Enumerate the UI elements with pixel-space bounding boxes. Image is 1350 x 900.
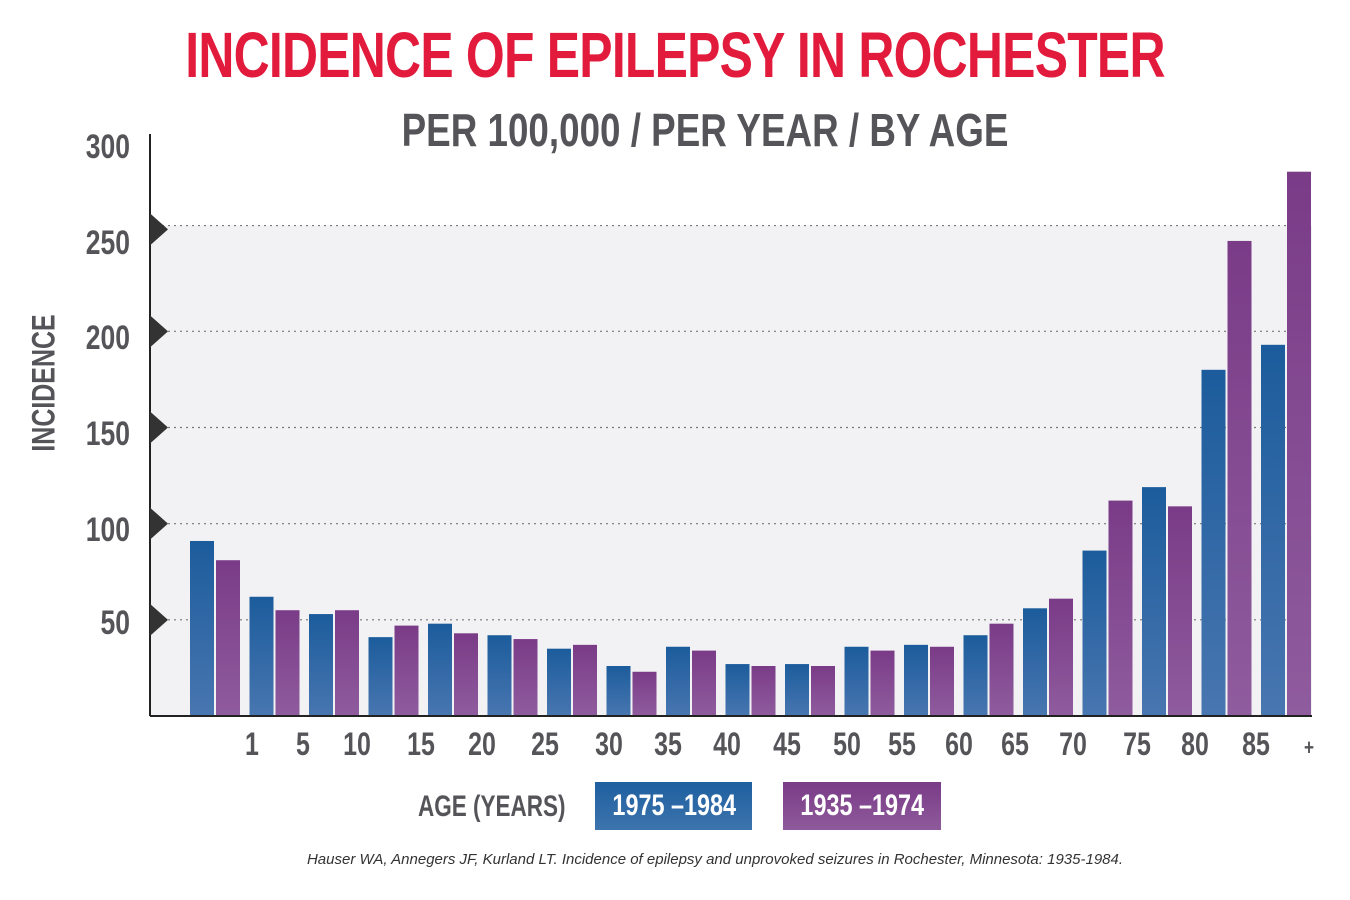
bar-series2-group1 xyxy=(216,560,240,716)
axes xyxy=(149,134,1312,717)
y-tick-label: 250 xyxy=(86,224,130,262)
x-tick-labels: 1 5 10 15 20 25 30 35 40 45 50 55 60 65 70 75 80 85 + xyxy=(245,727,1314,763)
bar-series1-group16 xyxy=(1082,550,1107,716)
bar-series2-group16 xyxy=(1108,500,1133,716)
y-tick-marker-icon xyxy=(150,213,168,246)
bar-series1-group5 xyxy=(428,623,452,716)
bars xyxy=(190,171,1311,717)
y-tick-label: 150 xyxy=(86,415,130,453)
x-tick-label: 70 xyxy=(1059,727,1087,763)
x-tick-label: 5 xyxy=(296,727,310,763)
x-tick-label: 40 xyxy=(713,727,741,763)
y-tick-marker-icon xyxy=(150,507,168,540)
bar-series1-group10 xyxy=(725,664,750,716)
x-tick-label: 15 xyxy=(407,727,435,763)
bar-series1-group11 xyxy=(785,664,809,716)
bar-series1-group18 xyxy=(1201,369,1226,716)
bar-series1-group6 xyxy=(487,635,512,716)
y-tick-label: 200 xyxy=(86,319,130,357)
x-tick-label: 20 xyxy=(468,727,496,763)
x-tick-label: 30 xyxy=(595,727,623,763)
bar-series1-group12 xyxy=(844,646,869,716)
x-tick-label: 1 xyxy=(245,727,259,763)
legend: AGE (YEARS) 1975 –1984 1935 –1974 xyxy=(0,782,1350,832)
x-tick-label: + xyxy=(1304,736,1314,761)
x-tick-label: 80 xyxy=(1181,727,1209,763)
legend-series-1-label: 1975 –1984 xyxy=(612,789,737,822)
bar-series2-group17 xyxy=(1168,506,1192,716)
x-tick-label: 50 xyxy=(833,727,861,763)
x-tick-label: 60 xyxy=(945,727,973,763)
bar-series1-group3 xyxy=(309,614,333,716)
y-tick-marker-icon xyxy=(150,315,168,348)
y-tick-label: 50 xyxy=(100,604,130,642)
y-tick-labels: 50 100 150 200 250 300 xyxy=(86,128,130,642)
bar-series2-group11 xyxy=(811,665,835,716)
x-tick-label: 65 xyxy=(1001,727,1029,763)
bar-series1-group7 xyxy=(547,648,571,716)
legend-series-1935-1974: 1935 –1974 xyxy=(783,782,941,830)
bar-series2-group14 xyxy=(989,623,1014,716)
legend-series-1975-1984: 1975 –1984 xyxy=(595,782,752,830)
bar-series1-group8 xyxy=(606,665,631,716)
bar-series1-group19 xyxy=(1261,344,1285,716)
bar-series2-group10 xyxy=(751,665,776,716)
x-tick-label: 45 xyxy=(773,727,801,763)
bar-series2-group2 xyxy=(275,610,300,716)
bar-series2-group9 xyxy=(692,650,716,716)
bar-series1-group9 xyxy=(666,646,690,716)
legend-series-2-label: 1935 –1974 xyxy=(800,789,925,822)
y-tick-marker-icon xyxy=(150,411,168,444)
bar-series1-group15 xyxy=(1023,608,1047,716)
bar-series2-group19 xyxy=(1287,171,1311,717)
x-tick-label: 25 xyxy=(531,727,559,763)
bar-series1-group13 xyxy=(904,644,928,716)
bar-series1-group17 xyxy=(1142,487,1166,716)
bar-series1-group1 xyxy=(190,540,214,716)
bar-series2-group6 xyxy=(513,639,538,716)
bar-series2-group13 xyxy=(930,646,954,716)
x-tick-label: 35 xyxy=(654,727,682,763)
x-tick-label: 85 xyxy=(1242,727,1270,763)
x-tick-label: 75 xyxy=(1123,727,1151,763)
bar-series1-group4 xyxy=(368,637,393,716)
x-tick-label: 10 xyxy=(343,727,371,763)
bar-series2-group8 xyxy=(632,671,657,716)
bar-series2-group18 xyxy=(1227,240,1252,717)
x-tick-label: 55 xyxy=(888,727,916,763)
bar-series2-group5 xyxy=(454,633,478,716)
y-tick-marker-icon xyxy=(150,603,168,636)
citation: Hauser WA, Annegers JF, Kurland LT. Inci… xyxy=(306,851,1124,868)
bar-series2-group4 xyxy=(394,625,419,716)
chart-title: INCIDENCE OF EPILEPSY IN ROCHESTER xyxy=(185,19,1165,91)
bar-series2-group3 xyxy=(335,610,359,716)
y-tick-label: 100 xyxy=(86,511,130,549)
bar-series2-group15 xyxy=(1049,598,1073,716)
chart-subtitle: PER 100,000 / PER YEAR / BY AGE xyxy=(401,104,1009,156)
x-axis-label: AGE (YEARS) xyxy=(418,790,566,823)
y-tick-label: 300 xyxy=(86,128,130,166)
bar-series2-group7 xyxy=(573,644,597,716)
bar-series1-group14 xyxy=(963,635,988,716)
bar-series2-group12 xyxy=(870,650,895,716)
bar-series1-group2 xyxy=(249,596,274,716)
